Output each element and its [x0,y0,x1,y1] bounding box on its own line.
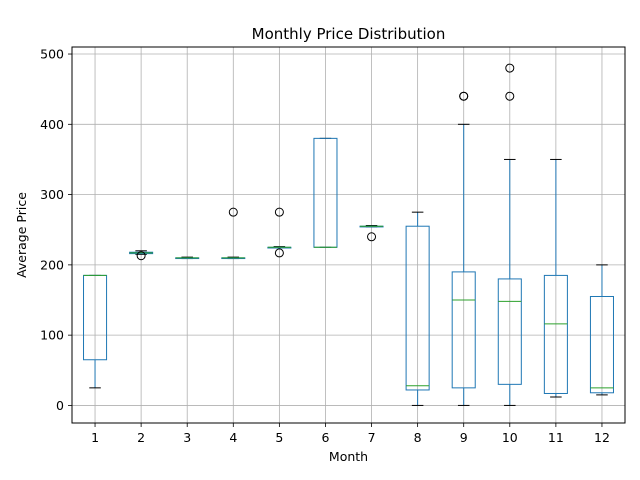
y-tick-label: 200 [40,257,64,272]
x-tick-label: 7 [368,430,376,445]
y-axis-title: Average Price [14,192,29,278]
x-tick-label: 1 [91,430,99,445]
x-tick-label: 10 [502,430,518,445]
box-month-9 [451,91,476,406]
y-tick-label: 400 [40,117,64,132]
x-tick-label: 8 [414,430,422,445]
box-month-7 [359,225,384,242]
outlier-point [459,91,469,101]
box-month-10 [497,63,522,406]
x-axis-title: Month [329,449,368,464]
y-tick-label: 500 [40,47,64,62]
y-tick-label: 100 [40,328,64,343]
outlier-point [228,207,238,217]
axes-frame [71,46,626,424]
x-tick-label: 11 [548,430,564,445]
x-tick-label: 6 [321,430,329,445]
outlier-point [505,91,515,101]
box-month-4 [221,207,246,260]
x-tick-label: 2 [137,430,145,445]
chart-title: Monthly Price Distribution [252,25,446,43]
plot-area [83,63,614,406]
outlier-point [274,248,284,258]
box-month-2 [129,250,154,261]
y-tick-label: 300 [40,187,64,202]
x-tick-label: 4 [229,430,237,445]
y-tick-label: 0 [56,398,64,413]
grid-lines [72,47,625,423]
box-month-8 [405,211,430,406]
box-month-5 [267,207,292,258]
box-iqr [451,271,476,389]
outlier-point [367,232,377,242]
box-month-3 [175,256,200,260]
box-month-1 [83,274,108,389]
box-month-6 [313,137,338,248]
box-iqr [543,274,568,394]
outlier-point [505,63,515,73]
box-month-11 [543,158,568,398]
x-tick-label: 3 [183,430,191,445]
x-tick-label: 12 [594,430,610,445]
x-tick-label: 5 [275,430,283,445]
outlier-point [136,251,146,261]
box-iqr [497,278,522,385]
box-iqr [589,295,614,394]
outlier-point [274,207,284,217]
box-month-12 [589,264,614,396]
box-iqr [405,225,430,391]
x-tick-label: 9 [460,430,468,445]
